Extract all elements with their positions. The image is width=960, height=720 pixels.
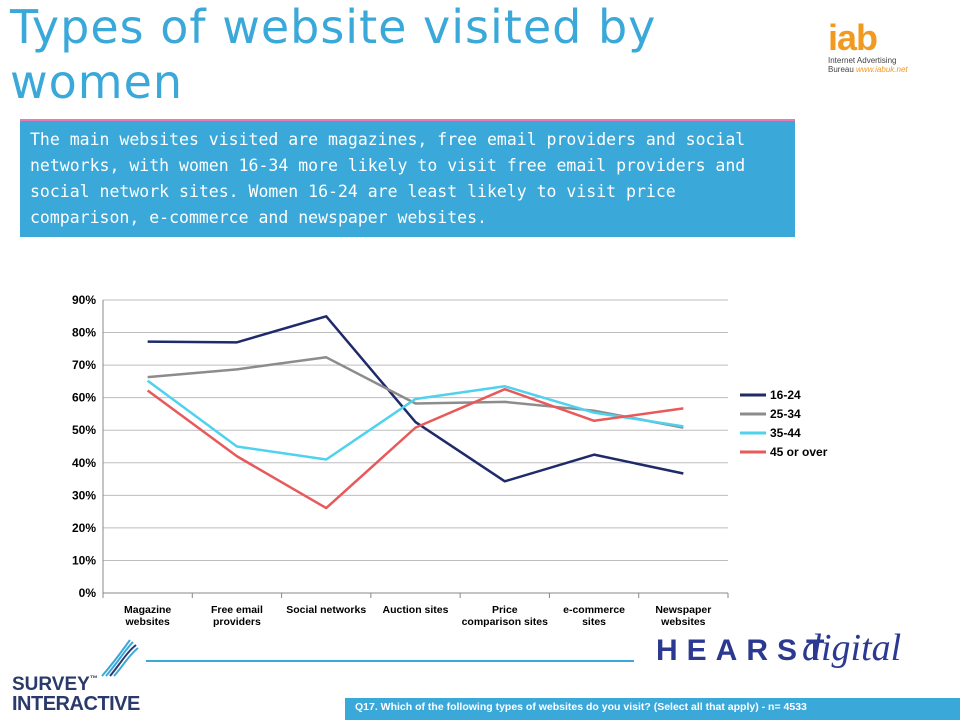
iab-logo-line1: Internet Advertising bbox=[828, 56, 897, 65]
iab-logo-bureau: Bureau bbox=[828, 65, 854, 74]
legend-label: 16-24 bbox=[770, 388, 801, 402]
legend-label: 25-34 bbox=[770, 407, 801, 421]
survey-logo-word2: INTERACTIVE bbox=[12, 693, 140, 715]
legend-label: 45 or over bbox=[770, 445, 828, 459]
hearst-logo-word1: HEARST bbox=[656, 634, 834, 667]
x-tick-label: Auction sites bbox=[383, 604, 449, 616]
chart-gridlines bbox=[102, 299, 729, 598]
y-tick-label: 50% bbox=[72, 423, 96, 437]
legend-label: 35-44 bbox=[770, 426, 801, 440]
series-line-25-34 bbox=[147, 356, 684, 429]
y-tick-label: 90% bbox=[72, 293, 96, 307]
x-tick-label: Magazine websites bbox=[124, 604, 171, 628]
x-tick-label: Price comparison sites bbox=[462, 604, 549, 628]
y-tick-label: 40% bbox=[72, 456, 96, 470]
series-line-45-or-over bbox=[146, 387, 684, 510]
iab-logo-mark: iab bbox=[828, 17, 878, 58]
y-tick-label: 30% bbox=[72, 488, 96, 502]
footer-divider bbox=[146, 660, 634, 662]
summary-box: The main websites visited are magazines,… bbox=[20, 119, 795, 237]
y-tick-label: 20% bbox=[72, 521, 96, 535]
x-tick-label: Newspaper websites bbox=[655, 604, 711, 628]
chart-series bbox=[146, 315, 684, 510]
survey-logo-word1-text: SURVEY bbox=[12, 674, 90, 695]
y-tick-label: 70% bbox=[72, 358, 96, 372]
hearst-logo-word2: digital bbox=[802, 627, 902, 669]
series-line-16-24 bbox=[147, 315, 684, 483]
survey-interactive-logo: SURVEY™ INTERACTIVE bbox=[6, 638, 156, 718]
series-line-35-44 bbox=[146, 379, 684, 461]
iab-logo: iab Internet Advertising Bureau www.iabu… bbox=[828, 20, 938, 80]
iab-logo-line2: Bureau www.iabuk.net bbox=[828, 65, 938, 74]
slide-title: Types of website visited by women bbox=[10, 0, 657, 109]
survey-logo-word1: SURVEY™ bbox=[12, 674, 98, 696]
y-axis-ticks: 0% 10% 20% 30% 40% 50% 60% 70% 80% 90% bbox=[72, 293, 96, 600]
x-tick-label: e-commerce sites bbox=[563, 604, 625, 628]
iab-logo-url: www.iabuk.net bbox=[856, 65, 908, 74]
x-tick-label: Free email providers bbox=[211, 604, 263, 628]
x-tick-label: Social networks bbox=[286, 604, 366, 616]
y-tick-label: 80% bbox=[72, 326, 96, 340]
hearst-digital-logo: HEARST digital bbox=[650, 627, 920, 673]
x-axis-labels: Magazine websites Free email providers Socia… bbox=[124, 604, 711, 628]
y-tick-label: 60% bbox=[72, 391, 96, 405]
chart-legend: 16-24 25-34 35-44 45 or over bbox=[740, 388, 828, 459]
survey-logo-tm: ™ bbox=[89, 674, 98, 683]
footnote-bar: Q17. Which of the following types of web… bbox=[345, 698, 960, 720]
y-tick-label: 0% bbox=[79, 586, 97, 600]
line-chart: 0% 10% 20% 30% 40% 50% 60% 70% 80% 90% Magazine we… bbox=[72, 293, 828, 628]
survey-swoosh-icon bbox=[101, 639, 139, 677]
y-tick-label: 10% bbox=[72, 553, 96, 567]
